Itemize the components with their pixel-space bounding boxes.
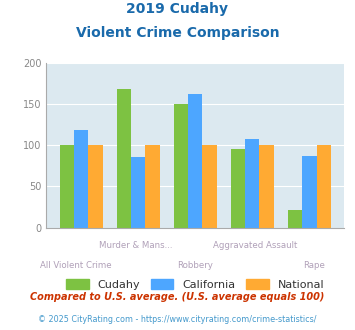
Bar — [117, 89, 131, 228]
Text: Rape: Rape — [304, 261, 326, 270]
Text: 2019 Cudahy: 2019 Cudahy — [126, 2, 229, 16]
Bar — [302, 156, 317, 228]
Bar — [174, 104, 188, 228]
Text: Violent Crime Comparison: Violent Crime Comparison — [76, 26, 279, 40]
Bar — [188, 94, 202, 228]
Bar — [131, 157, 145, 228]
Text: Murder & Mans...: Murder & Mans... — [99, 241, 173, 250]
Bar — [202, 145, 217, 228]
Text: Robbery: Robbery — [177, 261, 213, 270]
Text: Aggravated Assault: Aggravated Assault — [213, 241, 297, 250]
Bar — [88, 145, 103, 228]
Bar — [288, 210, 302, 228]
Legend: Cudahy, California, National: Cudahy, California, National — [66, 280, 324, 290]
Text: © 2025 CityRating.com - https://www.cityrating.com/crime-statistics/: © 2025 CityRating.com - https://www.city… — [38, 315, 317, 324]
Bar — [317, 145, 331, 228]
Bar — [145, 145, 160, 228]
Bar — [74, 130, 88, 228]
Bar — [260, 145, 274, 228]
Bar — [60, 145, 74, 228]
Text: All Violent Crime: All Violent Crime — [40, 261, 112, 270]
Bar — [231, 149, 245, 228]
Bar — [245, 139, 260, 228]
Text: Compared to U.S. average. (U.S. average equals 100): Compared to U.S. average. (U.S. average … — [30, 292, 325, 302]
